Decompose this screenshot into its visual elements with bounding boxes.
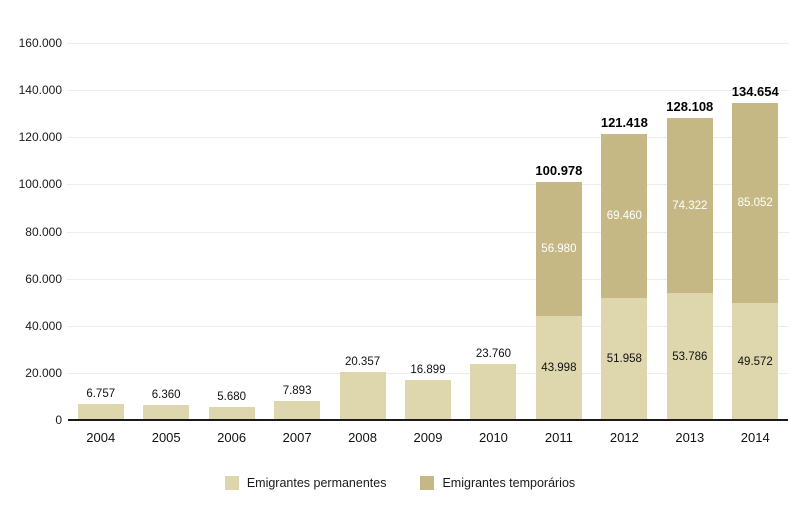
bar-segment-temporarios-2014[interactable] — [732, 102, 778, 304]
gridline — [67, 90, 789, 91]
value-label-temporarios-2014: 85.052 — [737, 197, 773, 209]
total-label-2014: 134.654 — [731, 83, 779, 99]
x-axis-tick-label-2009: 2009 — [413, 430, 443, 445]
bar-segment-temporarios-2011[interactable] — [536, 182, 582, 317]
value-label-permanentes-2011: 43.998 — [541, 362, 577, 375]
legend-item-permanentes[interactable]: Emigrantes permanentes — [224, 476, 387, 490]
bar-segment-permanentes-2012[interactable] — [601, 297, 647, 420]
gridline — [67, 279, 789, 280]
legend-label-permanentes: Emigrantes permanentes — [246, 476, 387, 490]
value-label-temporarios-2013: 74.322 — [672, 199, 708, 212]
bar-segment-permanentes-2004[interactable] — [78, 404, 124, 420]
x-axis-tick-label-2012: 2012 — [609, 430, 639, 445]
legend-swatch-temporarios-icon — [420, 476, 435, 490]
bar-segment-permanentes-2010[interactable] — [470, 364, 516, 420]
value-label-permanentes-2006: 5.680 — [217, 390, 247, 403]
x-axis-line — [68, 419, 788, 421]
x-axis-tick-label-2014: 2014 — [740, 430, 770, 445]
value-label-temporarios-2011: 56.980 — [541, 243, 577, 256]
gridline — [67, 373, 789, 374]
y-axis-tick-label: 120.000 — [18, 130, 62, 144]
gridline — [67, 326, 789, 327]
value-label-permanentes-2010: 23.760 — [475, 348, 512, 360]
value-label-permanentes-2014: 49.572 — [737, 355, 773, 368]
y-axis-tick-label: 0 — [55, 413, 62, 427]
y-axis-tick-label: 160.000 — [18, 36, 62, 50]
bar-segment-temporarios-2012[interactable] — [601, 133, 647, 298]
y-axis-tick-label: 140.000 — [18, 83, 62, 97]
chart-legend: Emigrantes permanentes Emigrantes tempor… — [0, 468, 800, 498]
value-label-permanentes-2013: 53.786 — [672, 350, 708, 363]
value-label-permanentes-2007: 7.893 — [282, 385, 312, 398]
legend-item-temporarios[interactable]: Emigrantes temporários — [420, 476, 575, 490]
x-axis-tick-label-2013: 2013 — [675, 430, 705, 445]
value-label-permanentes-2005: 6.360 — [151, 389, 181, 401]
value-label-permanentes-2004: 6.757 — [86, 388, 116, 401]
legend-swatch-permanentes-icon — [224, 476, 239, 490]
x-axis-tick-label-2007: 2007 — [282, 430, 312, 445]
gridline — [67, 184, 789, 185]
x-axis-tick-label-2005: 2005 — [151, 430, 181, 445]
y-axis-tick-label: 100.000 — [18, 177, 62, 191]
x-axis-tick-label-2004: 2004 — [86, 430, 116, 445]
bar-segment-permanentes-2005[interactable] — [143, 405, 189, 420]
y-axis-tick-label: 60.000 — [25, 272, 62, 286]
value-label-permanentes-2012: 51.958 — [606, 352, 642, 365]
bar-segment-permanentes-2013[interactable] — [667, 293, 713, 420]
y-axis-tick-label: 40.000 — [25, 319, 62, 333]
x-axis-tick-label-2011: 2011 — [544, 430, 573, 445]
value-label-permanentes-2008: 20.357 — [344, 356, 381, 368]
gridline — [67, 232, 789, 233]
total-label-2011: 100.978 — [535, 163, 583, 179]
bar-segment-temporarios-2013[interactable] — [667, 118, 713, 294]
x-axis-tick-label-2010: 2010 — [478, 430, 508, 445]
y-axis-tick-label: 80.000 — [25, 225, 62, 239]
gridline — [67, 43, 789, 44]
y-axis-tick-label: 20.000 — [25, 366, 62, 380]
bar-segment-permanentes-2007[interactable] — [274, 401, 320, 420]
bar-segment-permanentes-2011[interactable] — [536, 316, 582, 420]
bar-segment-permanentes-2006[interactable] — [209, 406, 255, 420]
gridline — [67, 137, 789, 138]
value-label-temporarios-2012: 69.460 — [606, 209, 642, 222]
x-axis-tick-label-2008: 2008 — [348, 430, 377, 445]
bar-segment-permanentes-2014[interactable] — [732, 303, 778, 420]
total-label-2012: 121.418 — [600, 114, 648, 130]
x-axis-tick-label-2006: 2006 — [217, 430, 247, 445]
bar-segment-permanentes-2009[interactable] — [405, 380, 451, 420]
legend-label-temporarios: Emigrantes temporários — [442, 476, 576, 490]
value-label-permanentes-2009: 16.899 — [410, 364, 446, 377]
bar-segment-permanentes-2008[interactable] — [340, 372, 386, 420]
total-label-2013: 128.108 — [666, 99, 714, 115]
